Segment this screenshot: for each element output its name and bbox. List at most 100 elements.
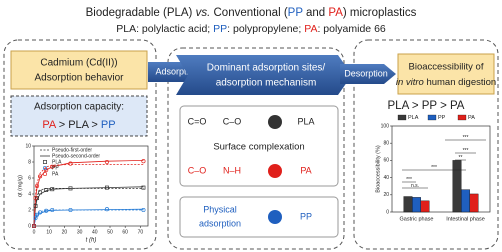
y-axis-label: Bioaccessibility (%) <box>375 145 381 193</box>
right-heading-box <box>397 53 495 95</box>
data-point <box>50 164 55 169</box>
middle-panel <box>167 47 345 250</box>
bar <box>461 189 470 213</box>
fit-line <box>33 187 144 227</box>
x-axis-label: t (h) <box>86 238 97 244</box>
data-point <box>35 196 39 200</box>
text-part: > <box>88 119 101 131</box>
text-part: : polyamide 66 <box>317 23 385 35</box>
title: Biodegradable (PLA) vs. Conventional (PP… <box>86 7 417 19</box>
text-part: PA <box>42 119 57 131</box>
fit-line <box>33 163 144 227</box>
text-part: > <box>437 100 450 112</box>
y-tick-label: 0 <box>386 209 389 215</box>
text-part: > <box>409 100 422 112</box>
physical-box <box>179 196 339 238</box>
data-point <box>38 190 43 195</box>
text-part: > <box>56 119 69 131</box>
text-part: human digestion <box>424 77 496 88</box>
pa-dot <box>268 164 282 178</box>
legend-label: Pseudo-second-order <box>52 153 100 159</box>
annotation: *** <box>406 177 412 183</box>
pla-dot <box>268 115 282 129</box>
y-tick-label: 0 <box>28 223 31 229</box>
text-part: PA <box>304 23 317 35</box>
y-tick-label: 8 <box>28 159 31 165</box>
pp-dot <box>268 210 282 224</box>
data-point <box>44 208 49 213</box>
y-tick-label: 60 <box>383 158 389 164</box>
capacity-box <box>10 95 148 137</box>
bioaccessibility-order: PLA > PP > PA <box>388 100 465 112</box>
data-point <box>33 195 38 201</box>
text-part: PA <box>450 100 465 112</box>
annotation: n.s. <box>411 183 419 189</box>
data-point <box>141 159 146 164</box>
legend-label: PLA <box>408 115 419 121</box>
data-point <box>141 207 146 213</box>
legend-swatch <box>397 114 407 121</box>
data-point <box>44 188 49 192</box>
x-tick-label: Intestinal phase <box>446 216 485 222</box>
data-point <box>105 185 109 190</box>
annotation: *** <box>463 148 469 154</box>
bar <box>420 200 430 213</box>
data-point <box>141 185 146 190</box>
y-tick-label: 10 <box>25 143 31 149</box>
text-part: vs. <box>196 7 211 19</box>
x-tick-label: 50 <box>107 229 113 235</box>
arrow-label: Desorption <box>344 68 388 78</box>
text-part: PA <box>328 7 343 19</box>
x-tick-label: Gastric phase <box>400 216 434 222</box>
pp-label: PP <box>300 211 312 221</box>
text-part: PP <box>288 7 304 19</box>
x-tick-label: 60 <box>122 229 128 235</box>
site-label: C=O <box>188 116 207 126</box>
x-tick-label: 20 <box>62 229 68 235</box>
plot-frame <box>391 125 491 213</box>
left-heading-box <box>10 50 148 90</box>
fit-line <box>33 160 144 227</box>
pla-label: PLA <box>297 116 314 126</box>
text-part: PP <box>422 100 438 112</box>
data-point <box>44 167 49 173</box>
x-tick-label: 0 <box>33 229 36 235</box>
y-axis-label: qt (mg/g) <box>17 175 23 197</box>
data-point <box>34 212 40 217</box>
y-tick-label: 40 <box>383 175 389 181</box>
bar <box>469 193 479 213</box>
text-part: in vitro <box>396 77 424 88</box>
capacity-order: PA > PLA > PP <box>42 119 115 131</box>
site-label: C–O <box>188 165 207 175</box>
fit-line <box>33 209 144 227</box>
text-part: PP <box>213 23 227 35</box>
annotation: *** <box>463 135 469 141</box>
bar <box>412 197 421 213</box>
legend-marker <box>43 160 47 164</box>
data-point <box>31 223 37 229</box>
bar <box>452 160 462 213</box>
legend-marker <box>42 165 48 171</box>
x-tick-label: 10 <box>46 229 52 235</box>
fit-line <box>33 186 144 227</box>
text-part: and <box>303 7 329 19</box>
site-label: C–O <box>223 116 242 126</box>
legend-label: Pseudo-first-order <box>52 147 92 153</box>
text-part: PLA: polylactic acid; <box>116 23 213 35</box>
legend-label: PA <box>468 115 475 121</box>
right-heading: Bioaccessibility of <box>409 62 484 73</box>
y-tick-label: 6 <box>28 175 31 181</box>
data-point <box>33 215 38 221</box>
data-point <box>38 210 43 215</box>
text-part: PLA <box>68 119 89 131</box>
data-point <box>34 183 40 189</box>
capacity-label: Adsorption capacity: <box>34 102 124 113</box>
arrow-label: Adsorption <box>155 66 198 76</box>
annotation: ** <box>459 155 463 161</box>
physical-label: Physical <box>203 204 237 214</box>
bar <box>403 196 413 213</box>
fit-line <box>33 208 144 227</box>
text-part: PLA <box>388 100 410 112</box>
